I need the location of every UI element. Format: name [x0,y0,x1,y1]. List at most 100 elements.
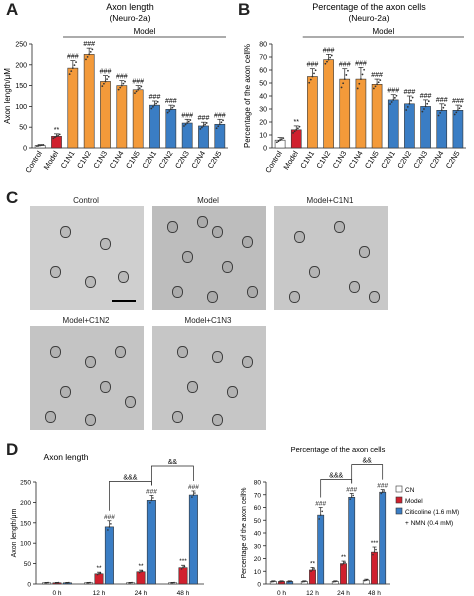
x-tick-label: C1N2 [314,149,332,170]
y-tick-label: 80 [259,42,267,49]
y-tick-label: 150 [15,83,27,90]
significance-mark: ### [104,514,115,521]
significance-mark: ### [323,47,335,54]
data-point [202,125,205,127]
data-point [444,104,446,106]
y-axis-label: Axon length/μm [11,508,18,557]
x-tick-label: 24 h [135,590,148,596]
data-point [87,581,90,584]
y-tick-label: 250 [15,42,27,49]
data-point [379,79,382,82]
y-tick-label: 100 [15,104,27,111]
bar-c2n1 [149,104,160,149]
x-tick-label: C1N4 [108,149,126,170]
x-tick-label: Model [42,149,61,171]
data-point [152,497,154,499]
data-point [455,111,458,114]
data-point [73,64,76,67]
data-point [272,580,275,583]
data-point [334,580,337,583]
cell-body [289,291,300,303]
bar-citicoline-24h [348,496,356,585]
data-point [364,579,366,582]
data-point [457,109,459,112]
data-point [103,82,105,85]
bar-model-24h [136,571,146,585]
y-tick-label: 150 [20,520,31,527]
data-point [319,514,322,516]
cell-body [85,276,96,288]
data-point [361,73,364,76]
panel-letter-a: A [6,0,19,19]
significance-mark: ** [294,119,300,126]
cell-body [167,221,178,233]
cell-body [115,346,126,358]
data-point [52,137,55,140]
y-tick-label: 200 [20,500,31,507]
bar-c1n3 [339,78,351,149]
panel-letter-c: C [6,188,19,207]
data-point [358,82,361,85]
data-point [336,580,338,582]
comparison-label: && [168,459,178,466]
data-point [66,581,69,584]
data-point [313,567,315,570]
legend-swatch [395,485,403,493]
data-point [442,106,445,109]
data-point [375,548,377,551]
x-tick-label: C1N1 [298,149,316,170]
data-point [287,580,289,583]
data-point [42,143,45,146]
data-point [313,72,315,75]
data-point [408,102,411,105]
data-point [150,499,153,502]
data-point [308,81,311,84]
data-point [329,56,332,59]
significance-mark: ### [420,93,432,100]
x-tick-label: Control [263,149,284,175]
significance-mark: ### [67,54,79,61]
data-point [153,104,156,107]
cell-body [60,226,71,238]
data-point [277,140,280,143]
data-point [439,112,442,114]
cell-body [45,411,56,423]
chart-title: Percentage of the axon cells [291,445,386,454]
micrograph-model [152,206,266,310]
y-tick-label: 40 [254,531,262,538]
data-point [71,67,74,70]
data-point [57,134,59,137]
cell-body [247,286,258,298]
cell-body [212,226,223,238]
data-point [345,74,348,76]
cell-body [369,291,380,303]
data-point [367,578,369,581]
y-tick-label: 10 [254,569,262,576]
significance-mark: ### [436,97,448,104]
bar-citicoline-12h [104,526,114,585]
data-point [327,58,330,61]
data-point [302,580,304,583]
data-point [389,103,391,105]
data-point [86,55,89,58]
significance-mark: ### [452,98,464,105]
cell-body [222,261,233,273]
x-tick-label: C1N1 [59,149,77,170]
cell-body [50,266,61,278]
data-point [40,144,43,147]
x-tick-label: C1N5 [363,149,381,170]
micrograph-label-control: Control [73,196,99,205]
significance-mark: *** [371,540,379,547]
x-tick-label: C2N2 [157,149,175,170]
bar-c1n2 [323,59,334,149]
data-point [44,582,46,584]
significance-mark: ### [188,484,199,491]
data-point [440,109,443,112]
data-point [201,126,203,129]
data-point [98,573,100,575]
data-point [135,90,138,93]
data-point [222,119,224,122]
data-point [204,123,207,126]
data-point [311,75,314,78]
x-tick-label: C2N2 [395,149,413,170]
